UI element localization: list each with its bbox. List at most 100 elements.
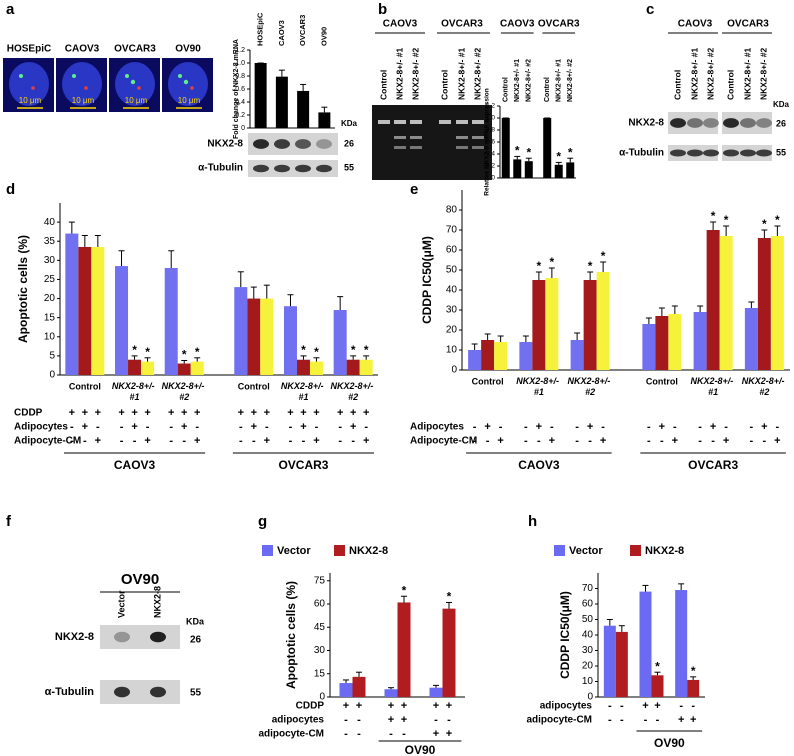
group-label: CAOV3 bbox=[678, 19, 713, 30]
y-tick-label: 35 bbox=[44, 236, 56, 247]
category-label-part: #2 bbox=[348, 392, 358, 402]
category-label: NKX2-8+/- #1 bbox=[690, 376, 735, 397]
kda-label: KDa bbox=[773, 100, 790, 109]
category-label-part: #1 bbox=[298, 392, 308, 402]
condition-mark: - bbox=[169, 435, 173, 447]
condition-mark: + bbox=[446, 728, 452, 740]
fish-signal bbox=[72, 74, 76, 78]
fish-signal bbox=[178, 74, 182, 78]
blot-band bbox=[687, 149, 703, 157]
bar bbox=[164, 267, 178, 375]
y-tick-label: 30 bbox=[44, 255, 56, 266]
blot-row-label: α-Tubulin bbox=[619, 148, 664, 159]
significance-mark: * bbox=[568, 145, 573, 159]
condition-mark: - bbox=[338, 421, 342, 433]
condition-mark: - bbox=[434, 714, 438, 726]
kda-label: KDa bbox=[186, 616, 205, 626]
condition-mark: - bbox=[763, 435, 767, 447]
y-tick-label: 0.8 bbox=[486, 127, 495, 134]
y-axis-title: Apoptotic cells (%) bbox=[284, 581, 298, 689]
gel-band bbox=[456, 120, 468, 124]
significance-mark: * bbox=[182, 348, 187, 362]
size-label: 55 bbox=[190, 688, 202, 699]
bar bbox=[687, 679, 700, 697]
bar bbox=[318, 112, 331, 128]
significance-mark: * bbox=[145, 345, 150, 359]
legend-label: Vector bbox=[277, 545, 311, 557]
y-tick-label: 0 bbox=[241, 125, 245, 132]
category-label-part: #2 bbox=[585, 387, 595, 397]
condition-mark: - bbox=[750, 435, 754, 447]
y-tick-label: 5 bbox=[49, 351, 55, 362]
bar bbox=[260, 298, 274, 375]
condition-mark: + bbox=[446, 700, 452, 712]
significance-mark: * bbox=[691, 664, 696, 678]
condition-mark: + bbox=[363, 435, 369, 447]
y-tick-label: 20 bbox=[582, 661, 594, 672]
gel-band bbox=[456, 136, 468, 139]
blot-band bbox=[114, 631, 130, 643]
blot-band bbox=[756, 118, 772, 128]
condition-mark: - bbox=[83, 435, 87, 447]
bar bbox=[359, 359, 373, 375]
panel-label: b bbox=[378, 1, 387, 18]
significance-mark: * bbox=[301, 343, 306, 357]
y-axis-title: Relative NKX2-8 mRNA expression bbox=[484, 88, 491, 195]
blot-band bbox=[274, 164, 290, 173]
lane-label: NKX2-8+/- #2 bbox=[705, 48, 715, 100]
bar bbox=[651, 675, 664, 697]
fish-signal bbox=[137, 86, 141, 90]
legend-label: NKX2-8 bbox=[645, 545, 684, 557]
kda-label: KDa bbox=[341, 119, 358, 128]
y-tick-label: 1.2 bbox=[486, 103, 495, 110]
lane-label: NKX2-8+/- #2 bbox=[410, 48, 420, 100]
gel-band bbox=[410, 146, 422, 149]
condition-mark: + bbox=[95, 407, 101, 419]
condition-mark: - bbox=[673, 421, 677, 433]
bar bbox=[177, 363, 191, 375]
y-axis-title: CDDP IC50(μM) bbox=[558, 591, 572, 679]
group-label: OVCAR3 bbox=[688, 458, 738, 472]
y-tick-label: 30 bbox=[314, 645, 326, 656]
y-tick-label: 40 bbox=[44, 217, 56, 228]
lane-label: NKX2-8+/- #1 bbox=[742, 48, 752, 100]
category-label-part: NKX2-8+/- bbox=[331, 381, 376, 391]
condition-mark: - bbox=[389, 728, 393, 740]
group-label: CAOV3 bbox=[518, 458, 560, 472]
blot-band bbox=[114, 686, 130, 698]
condition-mark: + bbox=[313, 407, 319, 419]
y-tick-label: 60 bbox=[314, 599, 326, 610]
condition-mark: - bbox=[776, 421, 780, 433]
condition-label: CDDP bbox=[14, 408, 43, 419]
condition-label: CDDP bbox=[296, 701, 325, 712]
y-tick-label: 10 bbox=[446, 345, 458, 356]
condition-mark: - bbox=[524, 421, 528, 433]
bar bbox=[275, 76, 288, 128]
condition-mark: - bbox=[195, 421, 199, 433]
blot-row-label: α-Tubulin bbox=[198, 163, 243, 174]
nucleus bbox=[9, 62, 49, 106]
bar bbox=[333, 310, 347, 375]
condition-mark: - bbox=[473, 435, 477, 447]
bar bbox=[639, 591, 652, 697]
fish-signal bbox=[125, 74, 129, 78]
condition-mark: - bbox=[486, 435, 490, 447]
condition-mark: + bbox=[69, 407, 75, 419]
category-label-part: #2 bbox=[759, 387, 769, 397]
category-label: NKX2-8+/- #2 bbox=[567, 376, 612, 397]
bar bbox=[706, 230, 720, 370]
condition-mark: + bbox=[194, 435, 200, 447]
panel-label: e bbox=[410, 181, 418, 198]
blot-row-label: NKX2-8 bbox=[628, 118, 664, 129]
category-label: Control bbox=[544, 77, 551, 102]
gel-band bbox=[472, 120, 484, 124]
lane-label: NKX2-8+/- #2 bbox=[758, 48, 768, 100]
condition-label: adipocyte-CM bbox=[526, 715, 592, 726]
condition-mark: + bbox=[300, 421, 306, 433]
y-tick-label: 1.0 bbox=[486, 115, 495, 122]
y-tick-label: 20 bbox=[44, 293, 56, 304]
category-label-part: NKX2-8+/- bbox=[112, 381, 157, 391]
condition-mark: - bbox=[608, 714, 612, 726]
condition-mark: - bbox=[724, 421, 728, 433]
bar bbox=[346, 359, 360, 375]
